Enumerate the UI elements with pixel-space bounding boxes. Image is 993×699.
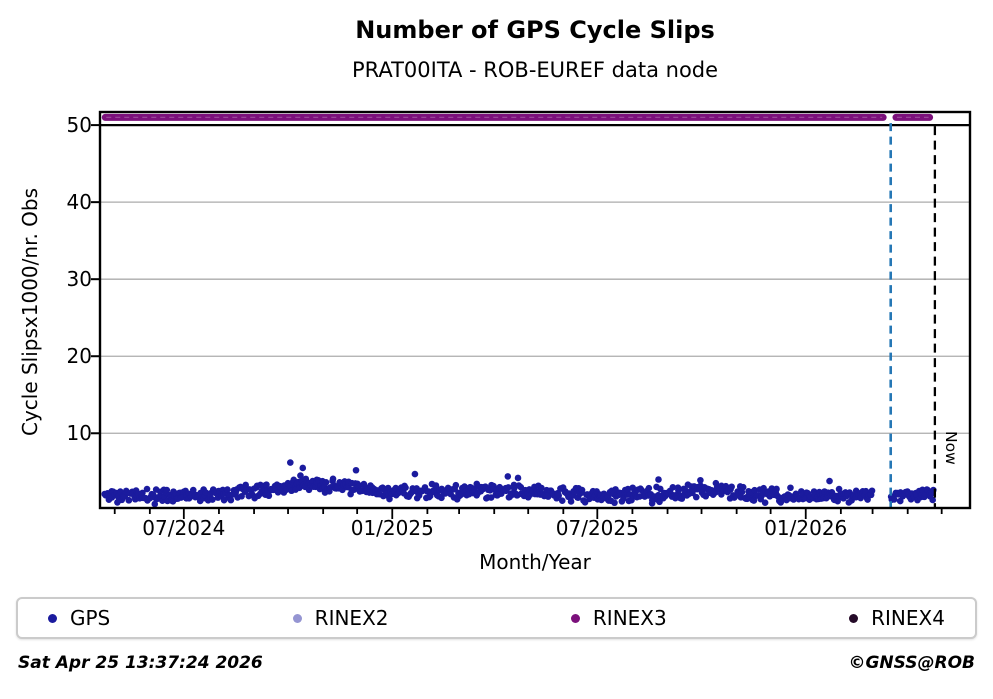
y-tick-label: 20 <box>66 344 92 369</box>
rinex4-marker-icon <box>849 613 859 623</box>
legend-label: RINEX3 <box>592 606 667 630</box>
rinex3-marker-icon <box>570 613 580 623</box>
legend-box: GPS RINEX2 RINEX3 RINEX4 <box>16 597 977 639</box>
legend-label: GPS <box>70 606 111 630</box>
legend-item-rinex2: RINEX2 <box>292 606 389 630</box>
legend-label: RINEX2 <box>314 606 389 630</box>
grid-lines <box>100 201 970 434</box>
y-tick-label: 40 <box>66 190 92 215</box>
chart-subtitle: PRAT00ITA - ROB-EUREF data node <box>351 58 719 82</box>
y-tick-label: 30 <box>66 267 92 292</box>
legend-item-gps: GPS <box>48 606 110 630</box>
x-tick-label: 07/2024 <box>142 516 226 540</box>
now-line-label: Now <box>942 431 960 465</box>
x-axis-label: Month/Year <box>479 550 591 574</box>
y-tick-label: 10 <box>66 421 92 446</box>
rinex2-marker-icon <box>292 613 302 623</box>
y-axis-label: Cycle Slipsx1000/nr. Obs <box>18 187 42 437</box>
y-tick-label: 50 <box>66 113 92 138</box>
x-tick-label: 01/2026 <box>764 516 848 540</box>
credit-text: ©GNSS@ROB <box>848 653 975 673</box>
axis-ticks <box>91 124 943 519</box>
legend-item-rinex4: RINEX4 <box>849 606 945 630</box>
plot-border <box>98 110 972 510</box>
x-tick-label: 07/2025 <box>555 516 639 540</box>
gps-marker-icon <box>48 613 57 623</box>
x-tick-label: 01/2025 <box>350 516 434 540</box>
plot-timestamp: Sat Apr 25 13:37:24 2026 <box>18 653 263 673</box>
gps-scatter-points <box>101 459 937 508</box>
chart-title: Number of GPS Cycle Slips <box>355 16 715 44</box>
legend-label: RINEX4 <box>871 606 945 630</box>
legend-item-rinex3: RINEX3 <box>570 606 667 630</box>
